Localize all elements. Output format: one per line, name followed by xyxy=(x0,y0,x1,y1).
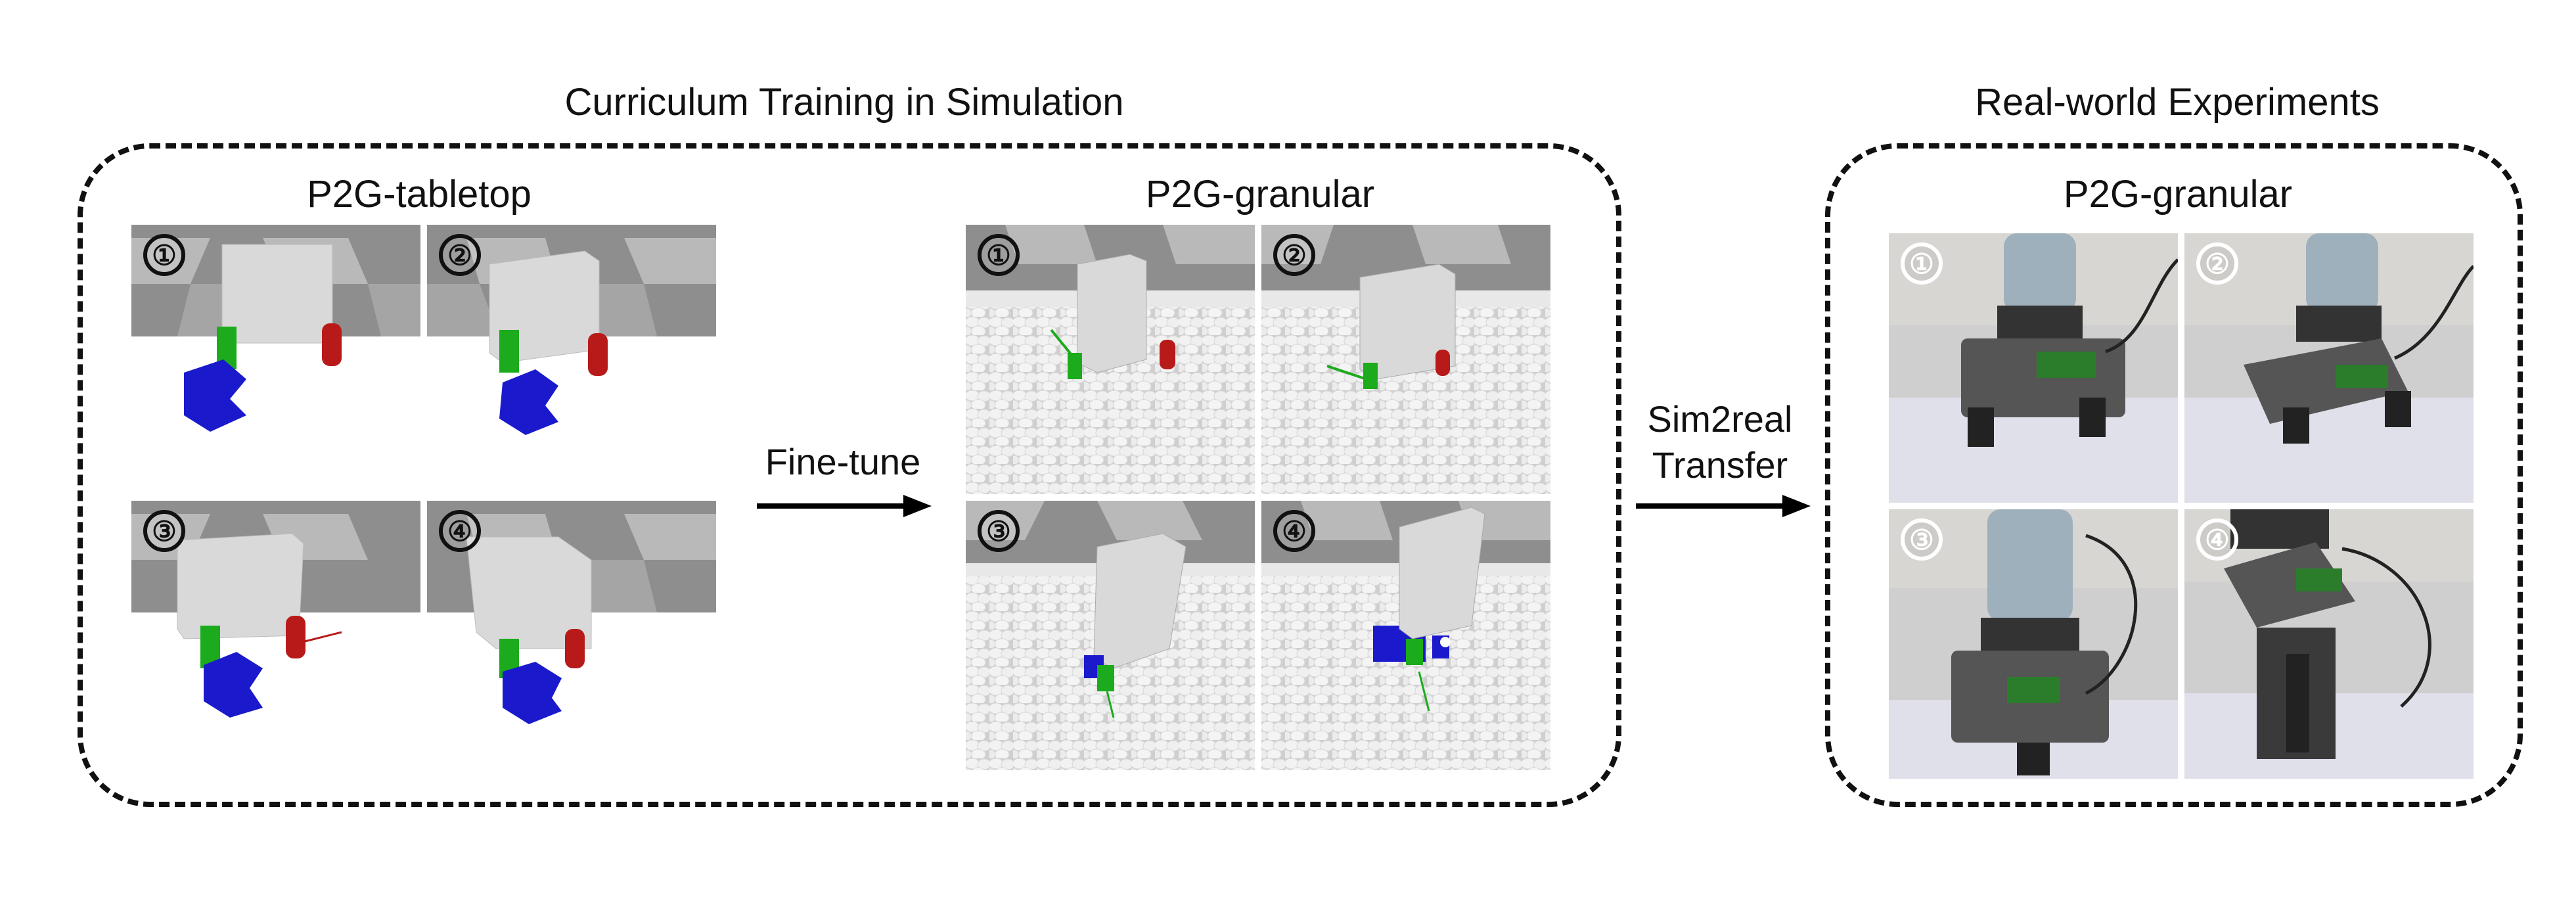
step-badge: ② xyxy=(1273,234,1315,276)
sim-granular-panel-2: ② xyxy=(1261,225,1550,494)
real-panel-1: ① xyxy=(1889,233,2178,503)
real-photo-3 xyxy=(1889,509,2178,779)
step-badge: ③ xyxy=(1901,519,1943,561)
sim-granular-panel-3: ③ xyxy=(966,501,1255,770)
real-panel-4: ④ xyxy=(2184,509,2474,779)
curriculum-title: Curriculum Training in Simulation xyxy=(564,81,1124,124)
step-badge: ② xyxy=(439,234,481,276)
real-panel-2: ② xyxy=(2184,233,2474,503)
tabletop-panel-2: ② xyxy=(427,225,716,494)
real-photo-1 xyxy=(1889,233,2178,503)
step-badge: ④ xyxy=(439,510,481,552)
step-badge: ① xyxy=(978,234,1020,276)
real-granular-title: P2G-granular xyxy=(2063,173,2293,216)
sim-granular-scene-1 xyxy=(966,225,1255,494)
sim2real-arrow xyxy=(1636,495,1811,517)
real-photo-4 xyxy=(2184,509,2474,779)
step-badge: ④ xyxy=(1273,510,1315,552)
sim-granular-scene-4 xyxy=(1261,501,1550,770)
tabletop-panel-4: ④ xyxy=(427,501,716,770)
realworld-title: Real-world Experiments xyxy=(1975,81,2380,124)
step-badge: ① xyxy=(143,234,185,276)
real-panel-3: ③ xyxy=(1889,509,2178,779)
finetune-arrow xyxy=(757,495,932,517)
step-badge: ③ xyxy=(978,510,1020,552)
sim-granular-panel-1: ① xyxy=(966,225,1255,494)
tabletop-scene-3 xyxy=(131,501,420,770)
sim2real-label-line1: Sim2real xyxy=(1647,398,1793,440)
step-badge: ④ xyxy=(2196,519,2238,561)
sim-granular-panel-4: ④ xyxy=(1261,501,1550,770)
curriculum-group-box xyxy=(78,143,1621,807)
tabletop-panel-3: ③ xyxy=(131,501,420,770)
step-badge: ① xyxy=(1901,242,1943,285)
sim-granular-scene-3 xyxy=(966,501,1255,770)
sim2real-label-line2: Transfer xyxy=(1652,444,1788,486)
tabletop-scene-1 xyxy=(131,225,420,494)
finetune-label: Fine-tune xyxy=(765,441,921,482)
step-badge: ② xyxy=(2196,242,2238,285)
tabletop-scene-4 xyxy=(427,501,716,770)
tabletop-title: P2G-tabletop xyxy=(307,173,531,216)
sim-granular-title: P2G-granular xyxy=(1145,173,1375,216)
tabletop-panel-1: ① xyxy=(131,225,420,494)
realworld-group-box xyxy=(1825,143,2523,807)
real-photo-2 xyxy=(2184,233,2474,503)
step-badge: ③ xyxy=(143,510,185,552)
